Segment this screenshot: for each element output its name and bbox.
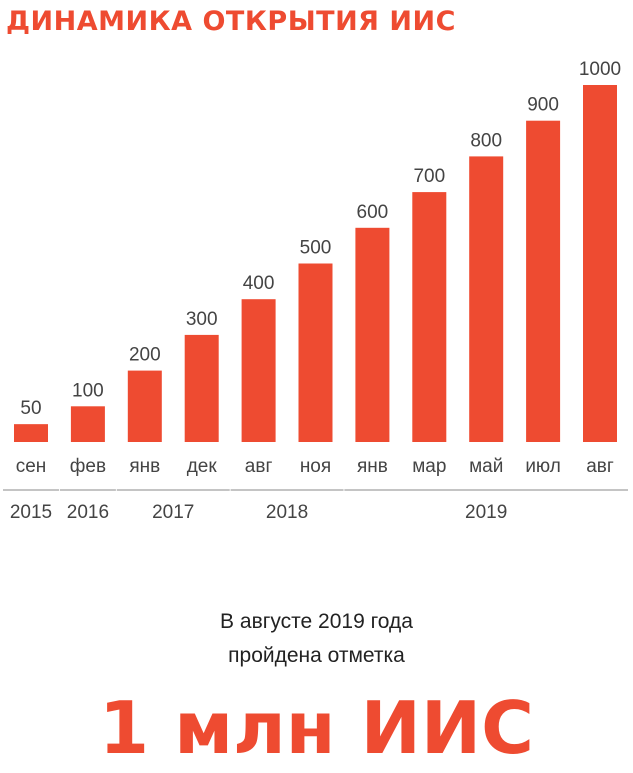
value-label: 600	[357, 202, 389, 223]
value-label: 1000	[579, 59, 621, 80]
value-label: 500	[300, 238, 332, 259]
headline-figure: 1 млн ИИС	[99, 686, 534, 770]
value-label: 300	[186, 309, 218, 330]
category-label: сен	[16, 456, 47, 477]
bar	[412, 192, 447, 442]
value-label: 100	[72, 380, 104, 401]
year-label: 2015	[10, 502, 52, 523]
caption-line-1: В августе 2019 года	[220, 610, 413, 633]
bar	[583, 85, 617, 442]
category-label: ноя	[300, 456, 331, 477]
category-label: май	[469, 456, 503, 477]
year-label: 2018	[266, 502, 308, 523]
value-label: 400	[243, 273, 275, 294]
bar	[298, 263, 333, 442]
bar	[70, 406, 105, 442]
value-label: 900	[527, 95, 559, 116]
year-label: 2019	[465, 502, 507, 523]
bar	[526, 120, 561, 442]
category-label: авг	[245, 456, 273, 477]
bar	[127, 370, 162, 442]
category-label: авг	[586, 456, 614, 477]
chart-title: ДИНАМИКА ОТКРЫТИЯ ИИС	[6, 6, 456, 37]
category-label: янв	[129, 456, 160, 477]
value-label: 50	[20, 398, 41, 419]
category-label: мар	[412, 456, 446, 477]
category-label: дек	[187, 456, 218, 477]
bar	[355, 227, 390, 442]
bar	[469, 156, 504, 442]
bar	[241, 299, 276, 442]
bar	[14, 424, 48, 442]
bar-chart: 50 сен 100 фев 200 янв 300 дек 400 авг 500 ноя 600 ян…	[3, 59, 628, 523]
bar	[184, 334, 219, 442]
caption-line-2: пройдена отметка	[228, 644, 405, 667]
category-label: фев	[70, 456, 106, 477]
value-label: 200	[129, 345, 161, 366]
category-label: янв	[357, 456, 388, 477]
value-label: 700	[413, 166, 445, 187]
category-label: июл	[525, 456, 561, 477]
year-label: 2016	[67, 502, 109, 523]
value-label: 800	[470, 130, 502, 151]
year-label: 2017	[152, 502, 194, 523]
